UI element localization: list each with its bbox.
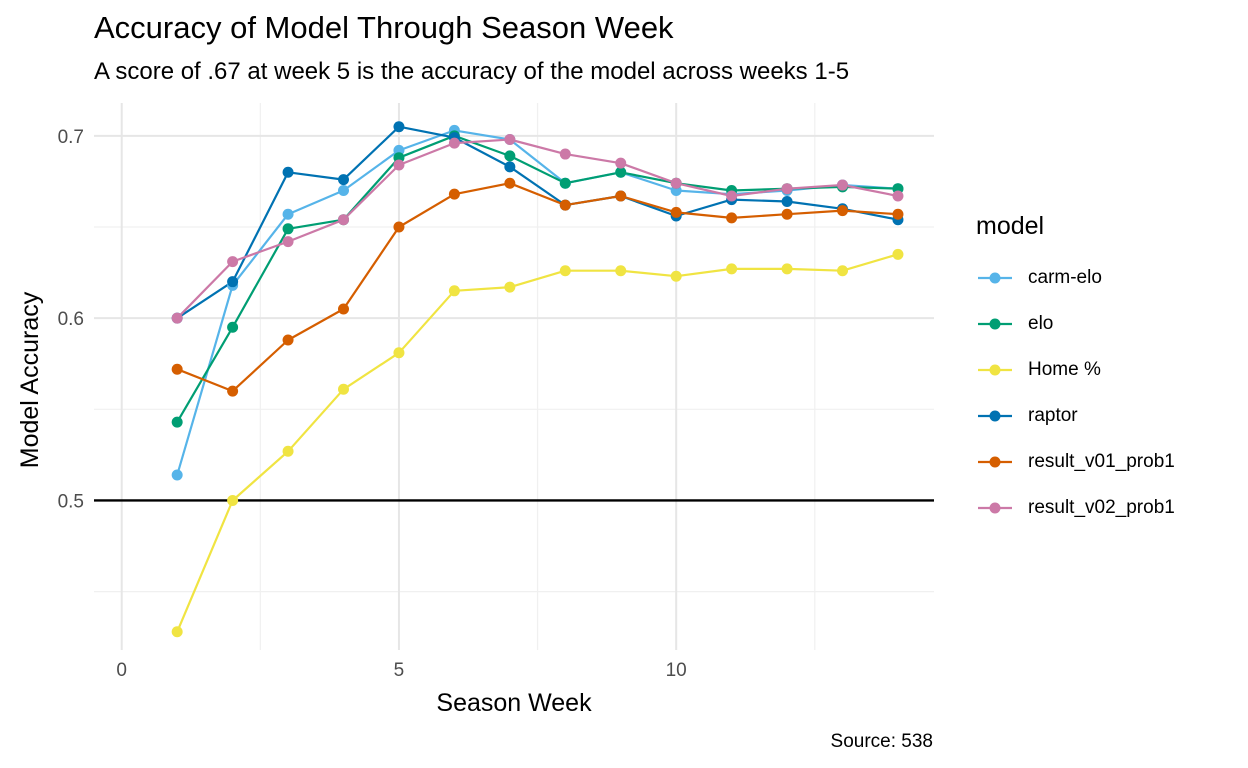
legend-label: carm-elo — [1028, 267, 1102, 288]
data-point-home — [615, 265, 627, 277]
x-axis-title: Season Week — [436, 689, 592, 717]
legend-key-elo — [978, 318, 1012, 330]
data-point-result-v01-prob1 — [504, 177, 516, 189]
legend-key-carm-elo — [978, 272, 1012, 284]
legend-item-result-v02-prob1: result_v02_prob1 — [976, 485, 1175, 531]
data-point-raptor — [338, 174, 350, 186]
data-point-result-v01-prob1 — [837, 205, 849, 217]
data-point-result-v01-prob1 — [559, 199, 571, 211]
legend-title: model — [976, 212, 1045, 240]
data-point-result-v01-prob1 — [227, 385, 239, 397]
data-point-home — [338, 383, 350, 395]
data-point-home — [781, 263, 793, 275]
data-point-result-v02-prob1 — [781, 183, 793, 195]
y-axis-title: Model Accuracy — [16, 291, 44, 468]
y-tick-label: 0.7 — [58, 127, 84, 148]
data-point-home — [670, 270, 682, 282]
data-point-home — [393, 347, 405, 359]
data-point-result-v01-prob1 — [615, 190, 627, 202]
legend-key-result-v01-prob1 — [978, 456, 1012, 468]
chart-title: Accuracy of Model Through Season Week — [94, 10, 674, 45]
legend-item-home: Home % — [976, 347, 1175, 393]
data-point-raptor — [393, 121, 405, 133]
data-point-result-v02-prob1 — [892, 190, 904, 202]
data-point-result-v02-prob1 — [448, 137, 460, 149]
legend-label: elo — [1028, 313, 1054, 334]
series-line-result-v02-prob1 — [176, 138, 899, 319]
series-line-home — [176, 253, 899, 633]
series-line-raptor — [176, 125, 899, 320]
series-line-result-v01-prob1 — [176, 182, 899, 393]
data-point-result-v01-prob1 — [282, 334, 294, 346]
data-point-result-v01-prob1 — [171, 363, 183, 375]
data-point-home — [837, 265, 849, 277]
data-point-result-v02-prob1 — [504, 133, 516, 145]
legend-label: raptor — [1028, 405, 1078, 426]
data-point-result-v01-prob1 — [448, 188, 460, 200]
data-point-elo — [227, 321, 239, 333]
legend-label: result_v01_prob1 — [1028, 451, 1175, 472]
legend-item-elo: elo — [976, 301, 1175, 347]
legend-key-result-v02-prob1 — [978, 502, 1012, 514]
data-point-result-v02-prob1 — [837, 179, 849, 191]
legend-key-home — [978, 364, 1012, 376]
data-point-result-v01-prob1 — [338, 303, 350, 315]
legend-key-raptor — [978, 410, 1012, 422]
data-point-result-v02-prob1 — [338, 214, 350, 226]
data-point-result-v02-prob1 — [615, 157, 627, 169]
data-point-result-v02-prob1 — [282, 236, 294, 248]
data-point-home — [448, 285, 460, 297]
data-point-result-v02-prob1 — [393, 159, 405, 171]
data-point-home — [227, 494, 239, 506]
data-point-raptor — [504, 161, 516, 173]
source-caption: Source: 538 — [830, 731, 933, 752]
legend-item-raptor: raptor — [976, 393, 1175, 439]
data-point-home — [559, 265, 571, 277]
data-point-result-v01-prob1 — [393, 221, 405, 233]
x-tick-label: 10 — [666, 660, 687, 681]
legend-label: Home % — [1028, 359, 1101, 380]
data-point-result-v02-prob1 — [227, 256, 239, 268]
data-point-elo — [504, 150, 516, 162]
data-point-elo — [282, 223, 294, 235]
data-point-result-v02-prob1 — [559, 148, 571, 160]
data-point-result-v01-prob1 — [781, 208, 793, 220]
data-point-raptor — [227, 276, 239, 288]
y-tick-label: 0.5 — [58, 491, 84, 512]
data-point-result-v02-prob1 — [670, 177, 682, 189]
data-point-elo — [171, 416, 183, 428]
data-point-carm-elo — [338, 185, 350, 197]
data-point-elo — [559, 177, 571, 189]
data-point-carm-elo — [282, 208, 294, 220]
chart-subtitle: A score of .67 at week 5 is the accuracy… — [94, 58, 850, 85]
series-line-carm-elo — [176, 129, 899, 476]
data-point-elo — [615, 166, 627, 178]
data-point-raptor — [282, 166, 294, 178]
data-point-home — [892, 248, 904, 260]
data-point-home — [282, 445, 294, 457]
legend-label: result_v02_prob1 — [1028, 497, 1175, 518]
legend-item-result-v01-prob1: result_v01_prob1 — [976, 439, 1175, 485]
y-tick-label: 0.6 — [58, 309, 84, 330]
data-point-carm-elo — [171, 469, 183, 481]
data-point-result-v01-prob1 — [892, 208, 904, 220]
data-point-home — [504, 281, 516, 293]
legend: model carm-elo elo Home % raptor result_v01_… — [976, 212, 1175, 531]
data-point-result-v02-prob1 — [726, 190, 738, 202]
x-tick-label: 5 — [394, 660, 405, 681]
data-point-raptor — [781, 195, 793, 207]
legend-item-carm-elo: carm-elo — [976, 255, 1175, 301]
data-point-result-v01-prob1 — [670, 206, 682, 218]
data-point-result-v02-prob1 — [171, 312, 183, 324]
data-point-result-v01-prob1 — [726, 212, 738, 224]
data-point-home — [171, 626, 183, 638]
x-tick-label: 0 — [116, 660, 127, 681]
data-point-home — [726, 263, 738, 275]
